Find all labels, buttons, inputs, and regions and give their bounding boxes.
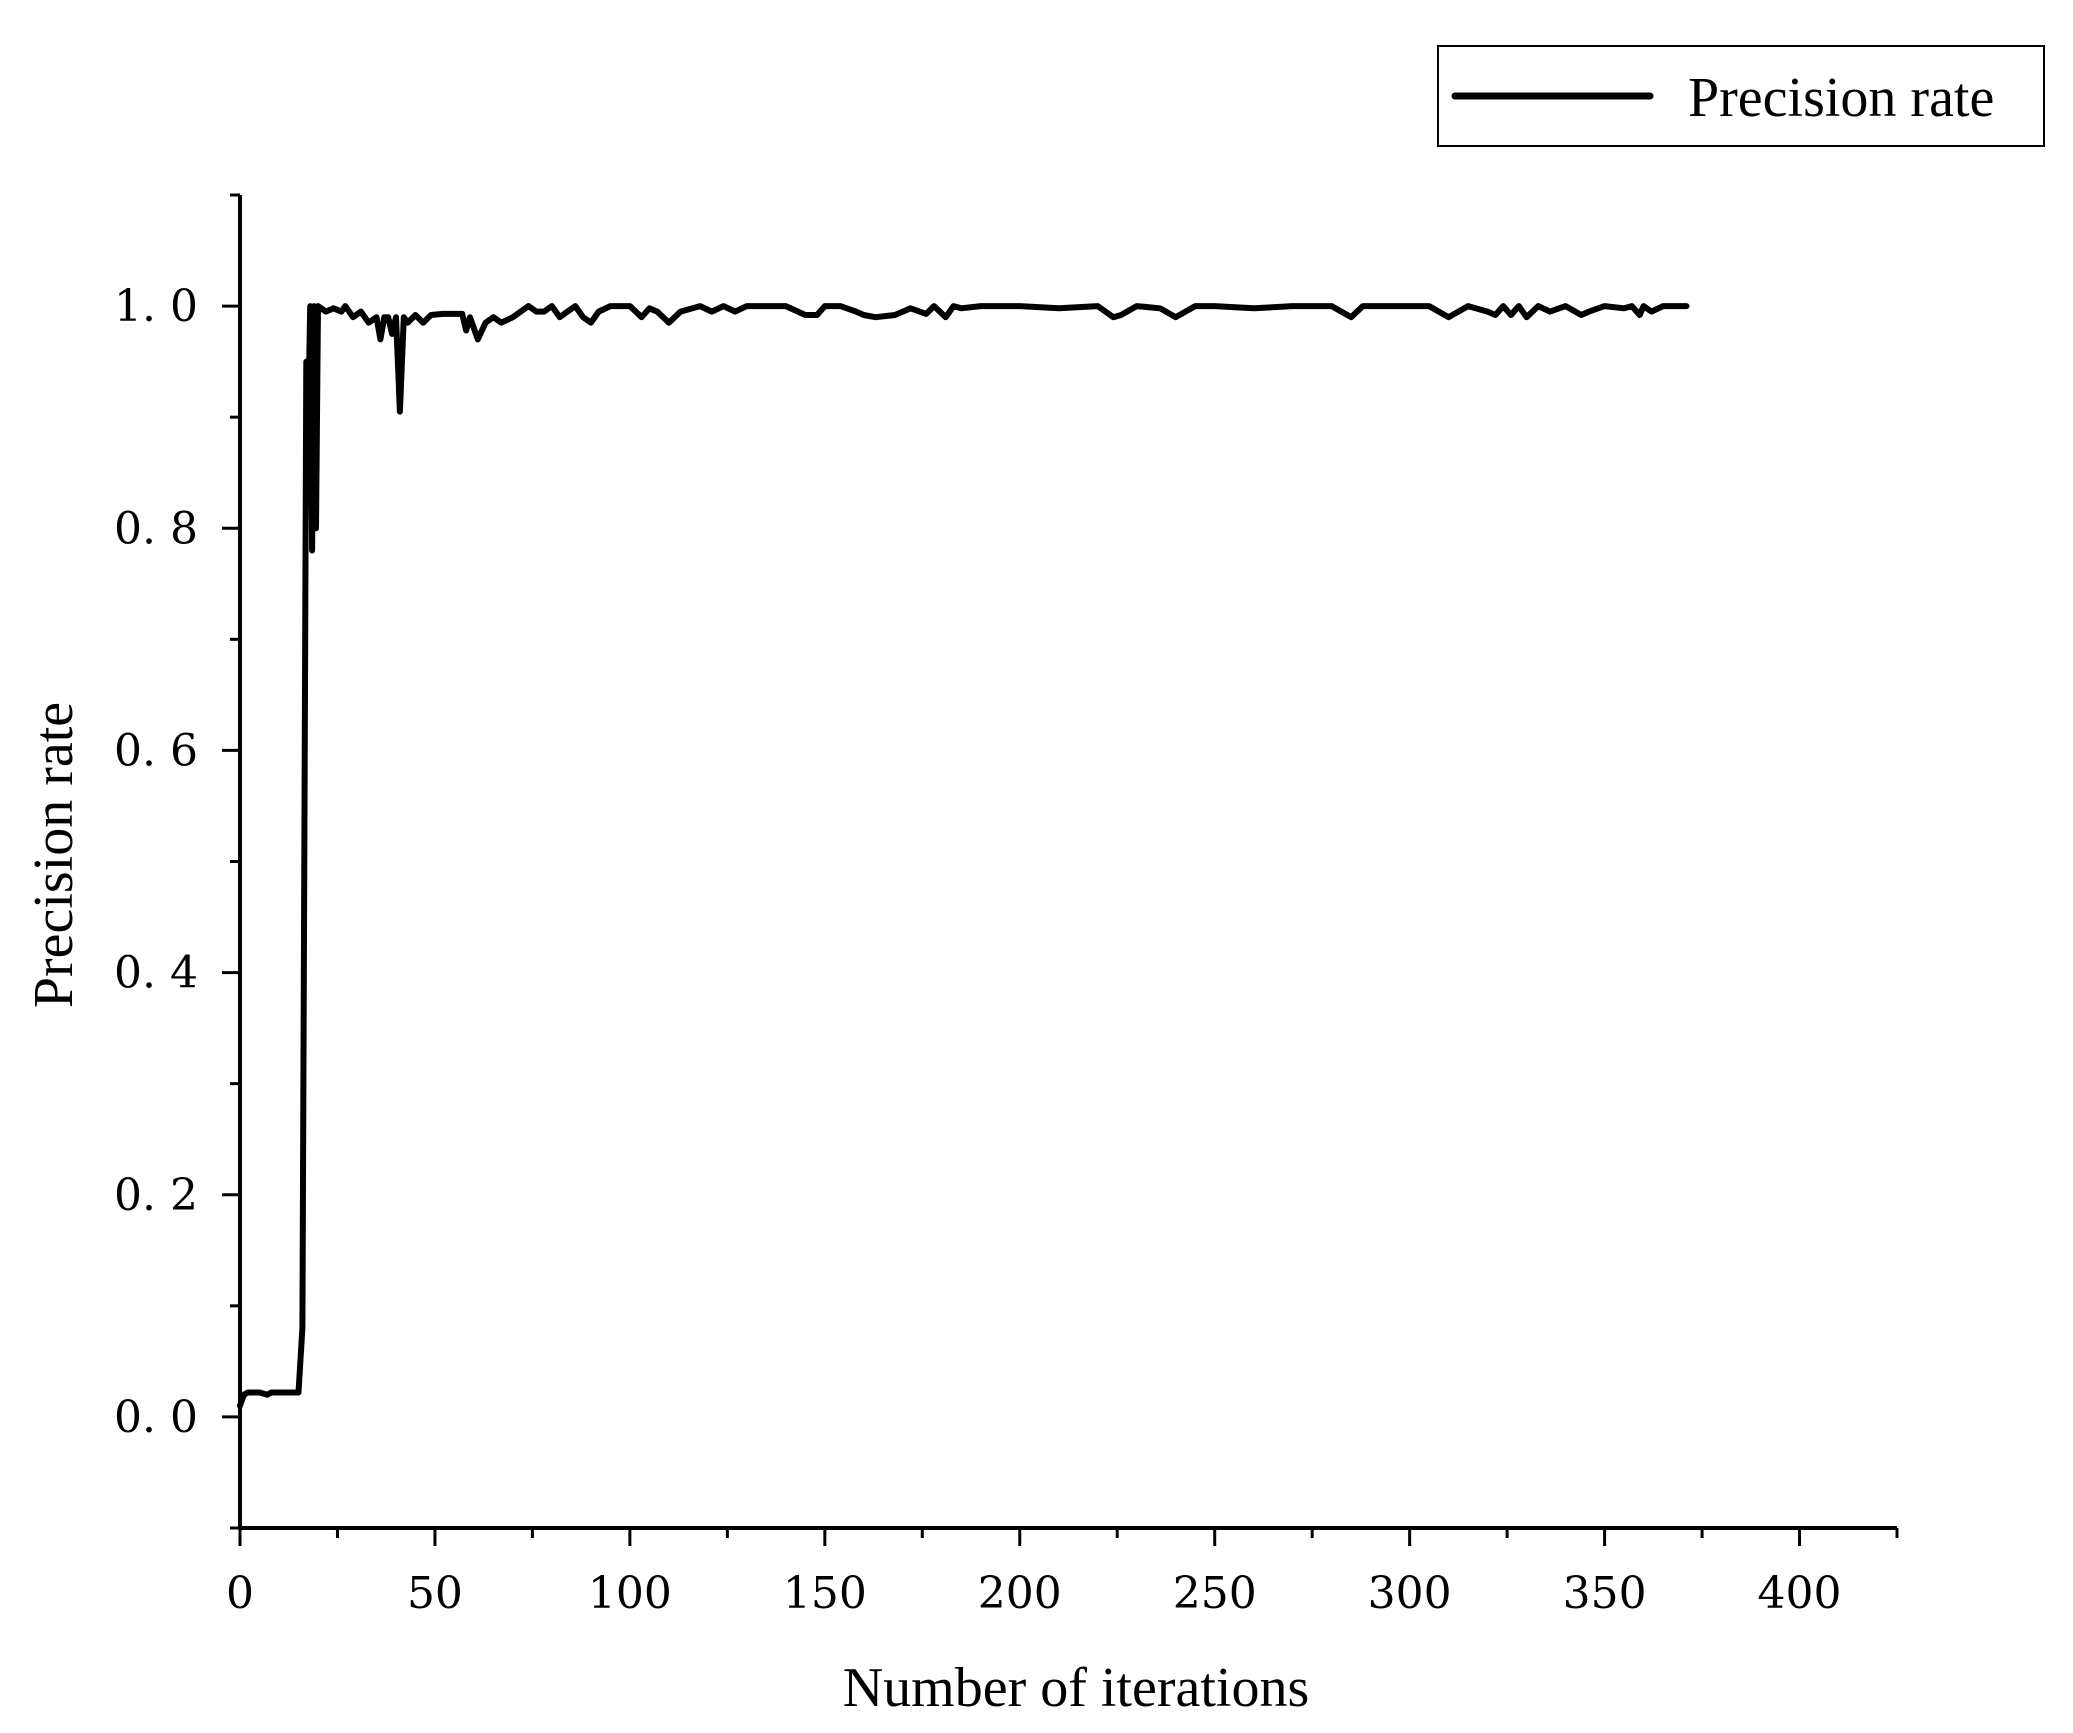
legend-label: Precision rate xyxy=(1688,67,1994,129)
plot-area xyxy=(237,303,1690,1409)
y-tick-label: 0. 4 xyxy=(114,948,198,999)
axes: 0 50 100 150 200 250 300 350 400 0. 0 0. 2 0. 4 0. 6… xyxy=(114,193,1899,1619)
x-tick-label: 400 xyxy=(1758,1568,1842,1619)
x-tick-label: 200 xyxy=(978,1568,1062,1619)
x-tick-label: 300 xyxy=(1368,1568,1452,1619)
x-tick-label: 0 xyxy=(226,1568,254,1619)
y-tick-label: 0. 8 xyxy=(114,503,198,554)
x-tick-label: 50 xyxy=(407,1568,463,1619)
legend: Precision rate xyxy=(1437,45,2045,147)
x-tick-label: 350 xyxy=(1563,1568,1647,1619)
y-tick-label: 0. 0 xyxy=(114,1392,198,1443)
y-tick-label: 1. 0 xyxy=(114,281,198,332)
y-axis-title: Precision rate xyxy=(23,702,85,1008)
y-tick-label: 0. 2 xyxy=(114,1170,198,1221)
x-tick-label: 150 xyxy=(783,1568,867,1619)
x-tick-label: 250 xyxy=(1173,1568,1257,1619)
series-line xyxy=(237,303,1690,1409)
x-tick-label: 100 xyxy=(588,1568,672,1619)
y-tick-label: 0. 6 xyxy=(114,725,198,776)
x-axis-title: Number of iterations xyxy=(843,1657,1310,1719)
